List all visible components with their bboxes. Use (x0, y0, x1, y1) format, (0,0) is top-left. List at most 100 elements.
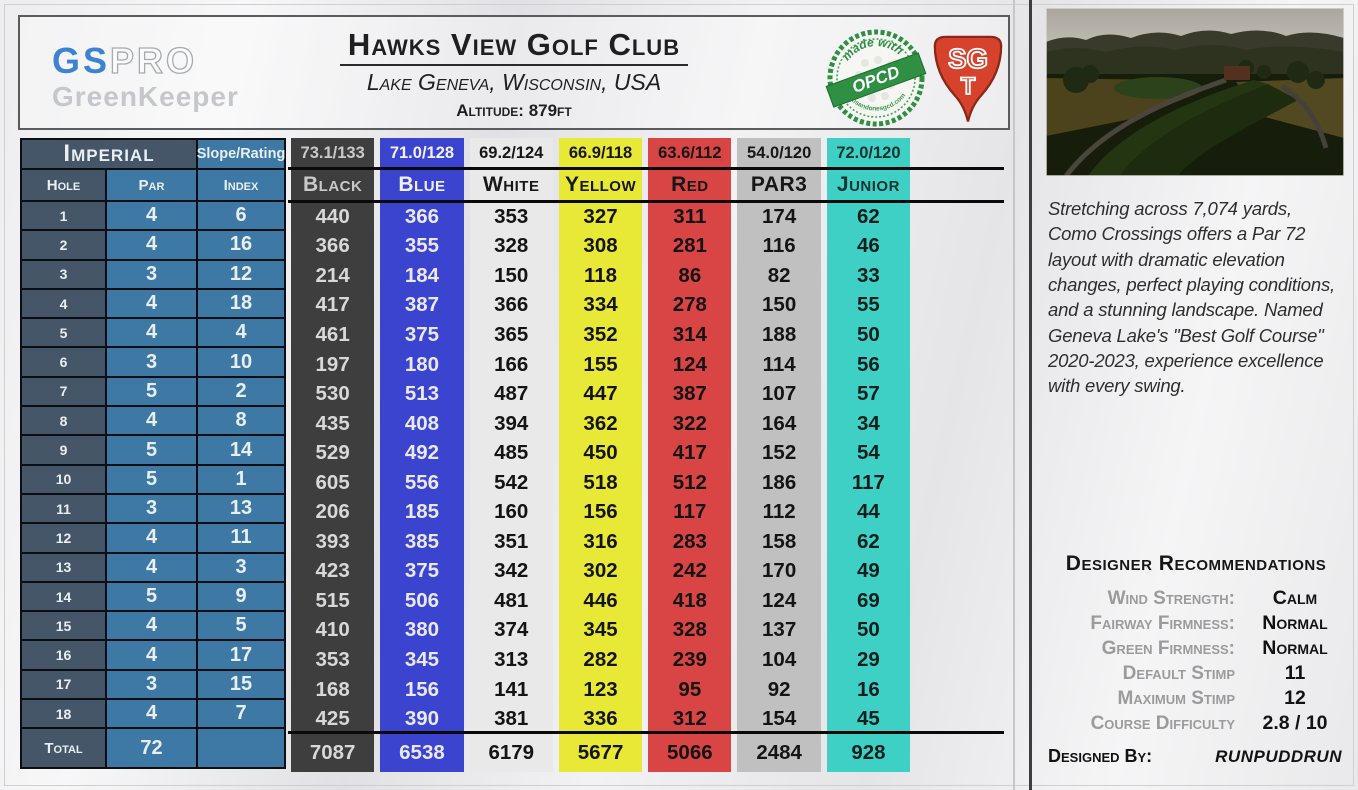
index-cell: 18 (198, 289, 284, 318)
designed-by-row: Designed By: RUNPUDDRUN (1048, 746, 1342, 767)
tee-yardage-cell: 336 (558, 704, 643, 734)
tee-yardage-cell: 352 (558, 320, 643, 350)
tee-yardage-cell: 387 (648, 379, 732, 409)
hole-number-cell: 7 (22, 377, 105, 406)
tee-yardage-cell: 446 (558, 586, 643, 616)
tee-total-cell: 6538 (380, 733, 464, 772)
tee-yardage-cell: 316 (558, 527, 643, 557)
tee-yardage-cell: 281 (648, 231, 732, 262)
tee-yardage-cell: 408 (380, 408, 464, 439)
separator-line-total (288, 731, 1004, 734)
recommendation-value: 2.8 / 10 (1262, 712, 1328, 734)
par-cell: 4 (107, 407, 196, 435)
club-altitude: Altitude: 879ft (456, 101, 572, 120)
index-cell: 17 (198, 641, 284, 669)
hole-number-cell: 15 (22, 612, 105, 640)
course-photo (1046, 8, 1344, 176)
hole-number-cell: 14 (22, 582, 105, 611)
tee-yardage-cell: 353 (291, 645, 375, 675)
par-cell: 3 (107, 348, 196, 376)
tee-yardage-cell: 314 (648, 320, 732, 350)
total-par-cell: 72 (107, 729, 196, 768)
tee-yardage-cell: 158 (737, 527, 821, 557)
tee-yardage-cell: 530 (291, 379, 375, 409)
tee-yardage-cell: 492 (380, 438, 464, 468)
tee-yardage-cell: 308 (558, 231, 643, 262)
hole-number-cell: 9 (22, 436, 105, 464)
hole-number-cell: 13 (22, 553, 105, 581)
tee-yardage-cell: 302 (558, 556, 643, 587)
recommendation-row: Default Stimp 11 (1046, 661, 1346, 686)
tee-yardage-cell: 118 (558, 261, 643, 291)
tee-yardage-cell: 29 (826, 645, 911, 675)
separator-line-top (288, 167, 1004, 170)
tee-yardage-cell: 45 (826, 704, 911, 734)
hole-number-cell: 17 (22, 670, 105, 699)
tee-yardage-cell: 184 (380, 261, 464, 291)
tee-yardage-cell: 328 (469, 231, 553, 262)
tee-yardage-cell: 375 (380, 556, 464, 587)
tee-yardage-cell: 152 (737, 438, 821, 468)
designed-by-label: Designed By: (1048, 746, 1153, 766)
recommendation-value: Normal (1262, 612, 1328, 634)
tee-yardage-cell: 214 (291, 261, 375, 291)
logo-pro: PRO (109, 40, 198, 81)
index-cell: 13 (198, 494, 284, 523)
tee-yardage-cell: 137 (737, 615, 821, 646)
tee-yardage-cell: 283 (648, 527, 732, 557)
tee-yardage-cell: 150 (737, 290, 821, 321)
tee-yardage-cell: 327 (558, 202, 643, 232)
tee-yardage-cell: 62 (826, 527, 911, 557)
club-title-block: Hawks View Golf Club Lake Geneva, Wiscon… (240, 27, 788, 121)
hole-number-cell: 16 (22, 641, 105, 669)
recommendation-row: Maximum Stimp 12 (1046, 686, 1346, 711)
club-name: Hawks View Golf Club (339, 27, 689, 66)
tee-slope-rating-cell: 72.0/120 (826, 138, 911, 168)
tee-yardage-cell: 447 (558, 379, 643, 409)
tee-yardage-cell: 385 (380, 527, 464, 557)
tee-slope-rating-cell: 71.0/128 (380, 138, 464, 168)
tee-yardage-cell: 34 (826, 408, 911, 439)
tee-yardage-cell: 174 (737, 202, 821, 232)
tee-yardage-cell: 54 (826, 438, 911, 468)
tee-yardage-grid: 73.1/133 Black 440 366 214 417 461 197 530 435 529… (288, 138, 913, 772)
tee-yardage-cell: 170 (737, 556, 821, 587)
tee-yardage-cell: 515 (291, 586, 375, 616)
tee-yardage-cell: 512 (648, 467, 732, 498)
tee-yardage-cell: 518 (558, 467, 643, 498)
par-cell: 5 (107, 582, 196, 611)
total-label-cell: Total (22, 729, 105, 768)
tee-yardage-cell: 46 (826, 231, 911, 262)
tee-yardage-cell: 282 (558, 645, 643, 675)
hole-number-cell: 5 (22, 319, 105, 347)
tee-yardage-cell: 154 (737, 704, 821, 734)
tee-yardage-cell: 345 (380, 645, 464, 675)
tee-yardage-cell: 440 (291, 202, 375, 232)
par-cell: 5 (107, 377, 196, 406)
tee-yardage-cell: 355 (380, 231, 464, 262)
gspro-logo-text: GSPRO (52, 40, 239, 81)
hole-number-cell: 3 (22, 260, 105, 288)
par-cell: 3 (107, 494, 196, 523)
tee-yardage-cell: 381 (469, 704, 553, 734)
tee-yardage-cell: 82 (737, 261, 821, 291)
tee-total-cell: 5677 (558, 733, 643, 772)
tee-yardage-cell: 92 (737, 674, 821, 705)
hole-header-cell: Hole (22, 170, 105, 200)
index-cell: 11 (198, 524, 284, 552)
tee-yardage-cell: 44 (826, 497, 911, 528)
par-cell: 5 (107, 436, 196, 464)
index-cell: 12 (198, 260, 284, 288)
logo-gs: GS (52, 40, 111, 81)
tee-yardage-cell: 461 (291, 320, 375, 350)
tee-yardage-cell: 365 (469, 320, 553, 350)
tee-yardage-cell: 342 (469, 556, 553, 587)
hole-par-index-grid: Imperial Slope/Rating Hole Par Index 1 4 6 2 4 16 3… (20, 138, 286, 770)
tee-yardage-cell: 417 (291, 290, 375, 321)
tee-yardage-cell: 123 (558, 674, 643, 705)
scorecard-table: Imperial Slope/Rating Hole Par Index 1 4 6 2 4 16 3… (20, 138, 1010, 772)
tee-yardage-cell: 410 (291, 615, 375, 646)
tee-yardage-cell: 116 (737, 231, 821, 262)
panel-divider (1029, 0, 1032, 790)
